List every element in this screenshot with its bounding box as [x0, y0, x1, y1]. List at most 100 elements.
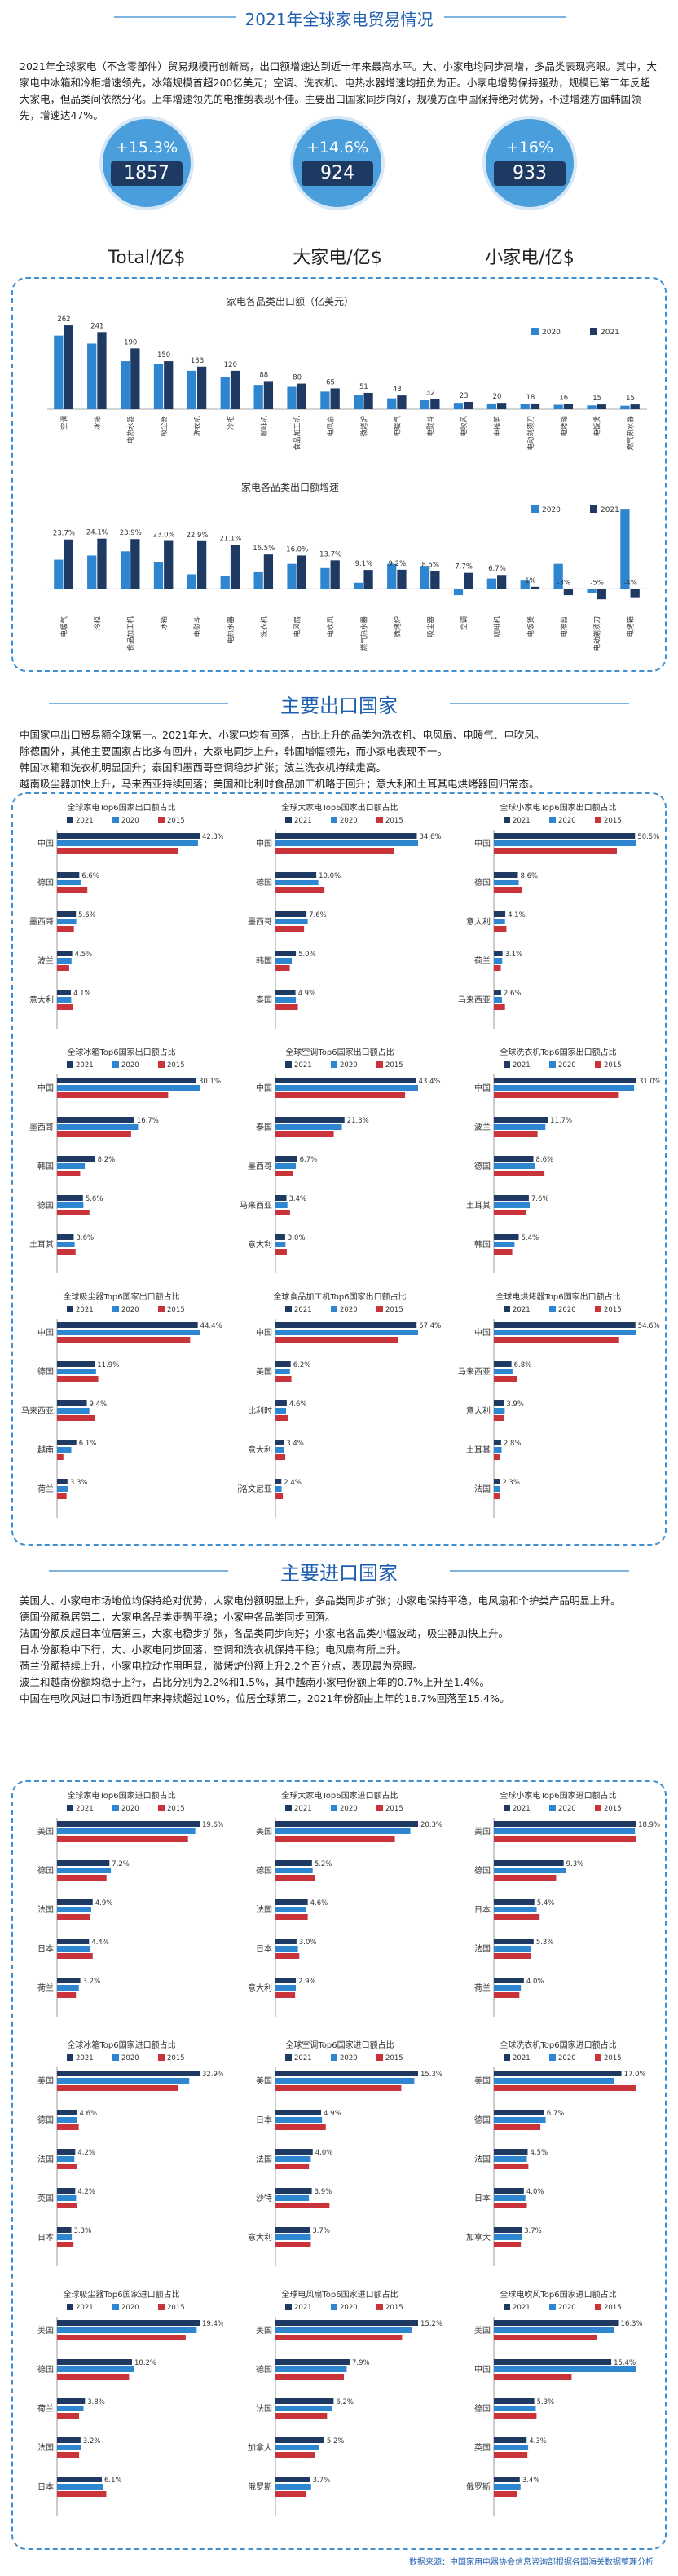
legend-swatch-2020 — [331, 2304, 337, 2310]
data-label-德国: 10.0% — [319, 872, 341, 880]
legend-label-2021: 2021 — [76, 2054, 94, 2062]
legend-swatch-2020 — [112, 1061, 119, 1068]
data-label-中国: 57.4% — [419, 1322, 441, 1330]
data-label-墨西哥: 16.7% — [137, 1117, 159, 1125]
bar-2020-日本 — [57, 1946, 91, 1952]
category-label-土耳其: 土耳其 — [29, 1239, 54, 1250]
bar-2021-洗衣机 — [197, 366, 207, 409]
category-label-洗衣机: 洗衣机 — [260, 616, 269, 637]
data-label-荷兰: 4.0% — [526, 1978, 544, 1986]
bar-2021-韩国 — [57, 1156, 95, 1162]
category-label-德国: 德国 — [474, 1161, 491, 1171]
bar-2015-墨西哥 — [57, 926, 74, 932]
category-label-中国: 中国 — [474, 2364, 491, 2375]
category-label-意大利: 意大利 — [248, 1983, 272, 1993]
bar-2020-土耳其 — [494, 1447, 502, 1453]
bar-2015-德国 — [494, 2413, 537, 2419]
bar-2020-墨西哥 — [275, 919, 308, 924]
bar-2020-荷兰 — [57, 1486, 68, 1492]
mini-chart-ex9: 全球电烘烤器Top6国家出口额占比 2021 2020 2015 中国 54.6% 马来西亚… — [458, 1291, 660, 1518]
legend-label-2020: 2020 — [542, 506, 561, 514]
category-label-荷兰: 荷兰 — [474, 1983, 491, 1993]
legend-label-2021: 2021 — [294, 2054, 312, 2062]
legend-label-2021: 2021 — [294, 1061, 312, 1070]
bar-2015-韩国 — [275, 965, 290, 971]
data-label-中国: 34.6% — [419, 833, 441, 841]
bar-2020-美国 — [275, 2327, 412, 2333]
data-label-中国: 54.6% — [638, 1322, 660, 1330]
bar-2021-意大利 — [275, 1234, 285, 1240]
legend-label-2021: 2021 — [294, 2304, 312, 2312]
legend-swatch-2015 — [376, 2304, 383, 2310]
category-label-加拿大: 加拿大 — [248, 2442, 272, 2453]
bar-2020-泰国 — [275, 997, 297, 1003]
legend-swatch-2021 — [590, 328, 597, 335]
category-label-德国: 德国 — [37, 2364, 54, 2375]
bar-2021-马来西亚 — [494, 1361, 512, 1367]
bar-2021-美国 — [57, 1821, 200, 1827]
bar-2021-中国 — [494, 1078, 636, 1083]
bar-2021-比利时 — [275, 1400, 287, 1406]
bar-2015-中国 — [275, 1092, 406, 1098]
data-label-美国: 19.4% — [202, 2320, 223, 2328]
bar-2020-墨西哥 — [57, 1124, 139, 1130]
bar-2021-燃气热水器 — [630, 404, 640, 409]
category-label-燃气热水器: 燃气热水器 — [627, 416, 636, 451]
bar-2021-法国 — [494, 2149, 528, 2155]
bar-2021-冰箱 — [164, 540, 174, 589]
category-label-韩国: 韩国 — [256, 955, 272, 966]
category-label-英国: 英国 — [474, 2442, 491, 2453]
bar-2021-咖啡机 — [263, 381, 274, 409]
bar-2021-意大利 — [275, 1978, 296, 1983]
bar-2020-电吹风 — [320, 567, 330, 589]
category-label-德国: 德国 — [256, 2364, 272, 2375]
bar-2021-美国 — [57, 2071, 200, 2076]
category-label-日本: 日本 — [256, 1943, 272, 1954]
data-label-美国: 32.9% — [202, 2071, 223, 2079]
bar-2020-法国 — [494, 1486, 500, 1492]
data-label-冰箱: 23.0% — [153, 532, 175, 540]
data-label-加拿大: 5.2% — [327, 2437, 345, 2446]
mini-chart-title: 全球洗衣机Top6国家出口额占比 — [500, 1047, 616, 1057]
legend-swatch-2020 — [549, 1061, 556, 1068]
bar-2020-德国 — [494, 1868, 566, 1873]
category-label-斯洛文尼亚: 斯洛文尼亚 — [238, 1484, 272, 1494]
bar-2015-中国 — [275, 1337, 398, 1343]
data-label-意大利: 3.4% — [286, 1440, 304, 1448]
legend-label-2021: 2021 — [294, 1805, 312, 1813]
bar-2020-意大利 — [275, 2234, 311, 2240]
bar-2015-美国 — [57, 2085, 178, 2091]
bar-2021-墨西哥 — [57, 911, 77, 917]
legend-swatch-2021 — [504, 1306, 510, 1312]
category-label-日本: 日本 — [474, 1904, 491, 1915]
bar-2015-墨西哥 — [57, 1131, 131, 1137]
legend-swatch-2020 — [549, 2054, 556, 2061]
data-label-波兰: 11.7% — [550, 1117, 572, 1125]
category-label-空调: 空调 — [460, 616, 469, 630]
category-label-英国: 英国 — [37, 2193, 54, 2203]
data-label-德国: 10.2% — [134, 2359, 156, 2367]
category-label-冷柜: 冷柜 — [93, 616, 102, 631]
import-paragraph: 美国大、小家电市场地位均保持绝对优势，大家电份额明显上升，多品类同步扩张；小家电… — [20, 1593, 658, 1707]
category-label-意大利: 意大利 — [466, 1405, 491, 1416]
bar-2020-法国 — [275, 2406, 332, 2411]
bar-2020-德国 — [275, 2366, 347, 2372]
bar-2020-电烤箱 — [553, 404, 563, 409]
category-label-法国: 法国 — [37, 2154, 54, 2164]
export-text-2: 除德国外，其他主要国家占比多有回升，大家电同步上升，韩国增幅领先，而小家电表现不… — [20, 745, 448, 757]
bar-2020-电饭煲 — [520, 580, 530, 589]
data-label-俄罗斯: 3.4% — [522, 2477, 540, 2485]
bar-2021-电饭煲 — [597, 404, 606, 409]
legend-label-2015: 2015 — [604, 2304, 622, 2312]
bar-2020-食品加工机 — [287, 386, 297, 409]
category-label-中国: 中国 — [474, 1083, 491, 1093]
bar-2021-荷兰 — [494, 951, 503, 956]
bar-2015-波兰 — [57, 965, 69, 971]
legend-label-2020: 2020 — [340, 2054, 358, 2062]
category-label-美国: 美国 — [474, 2075, 491, 2086]
kpi-large-circle: +14.6% 924 — [293, 119, 381, 207]
legend-label-2021: 2021 — [294, 817, 312, 825]
legend-label-2021: 2021 — [513, 2054, 531, 2062]
data-label-电暖气: 23.7% — [53, 530, 75, 538]
bar-2015-中国 — [275, 848, 394, 854]
